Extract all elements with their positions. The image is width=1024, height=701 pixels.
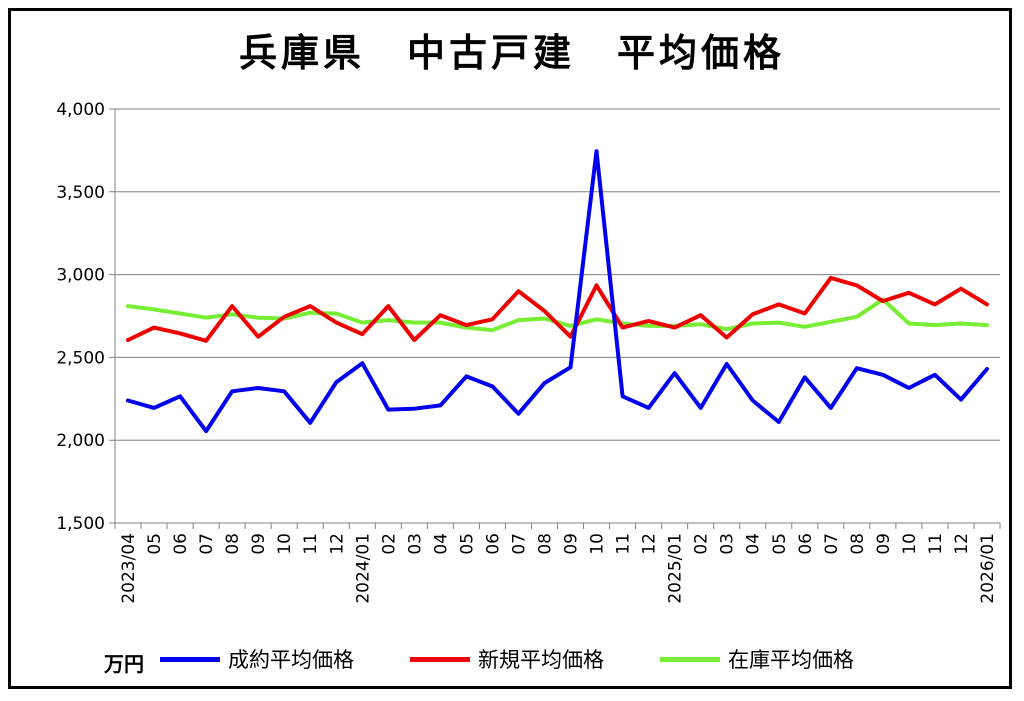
x-tick-label: 02 (379, 533, 399, 555)
x-tick-label: 2025/01 (666, 533, 686, 604)
x-tick-label: 09 (874, 533, 894, 555)
x-tick-label: 10 (275, 533, 295, 555)
x-tick-label: 09 (249, 533, 269, 555)
legend-label-inventory: 在庫平均価格 (728, 648, 854, 672)
x-tick-label: 11 (301, 533, 321, 555)
x-tick-label: 08 (223, 533, 243, 555)
chart-title: 兵庫県 中古戸建 平均価格 (238, 31, 785, 75)
x-tick-label: 07 (509, 533, 529, 555)
legend-item-inventory: 在庫平均価格 (660, 646, 854, 672)
x-tick-label: 2024/01 (353, 533, 373, 604)
x-tick-label: 06 (796, 533, 816, 555)
legend-item-new: 新規平均価格 (410, 646, 604, 672)
legend-swatch-inventory (660, 656, 720, 662)
x-tick-label: 05 (457, 533, 477, 555)
series-line-contracted (126, 149, 989, 434)
x-tick-label: 2023/04 (119, 533, 139, 604)
y-tick-label: 1,500 (56, 514, 105, 534)
x-tick-label: 12 (327, 533, 347, 555)
y-tick-label: 2,500 (56, 348, 105, 368)
y-tick-label: 2,000 (56, 431, 105, 451)
x-tick-label: 03 (405, 533, 425, 555)
x-tick-label: 02 (692, 533, 712, 555)
x-tick-label: 08 (535, 533, 555, 555)
x-tick-label: 07 (197, 533, 217, 555)
legend-swatch-new (410, 656, 470, 662)
x-tick-label: 12 (640, 533, 660, 555)
legend-label-contracted: 成約平均価格 (228, 648, 354, 672)
x-tick-label: 06 (483, 533, 503, 555)
unit-label: 万円 (104, 652, 144, 676)
legend-label-new: 新規平均価格 (478, 648, 604, 672)
x-tick-label: 08 (848, 533, 868, 555)
x-tick-label: 05 (770, 533, 790, 555)
x-tick-label: 04 (431, 533, 451, 555)
x-tick-label: 03 (718, 533, 738, 555)
x-tick-label: 10 (900, 533, 920, 555)
y-tick-label: 3,000 (56, 266, 105, 286)
x-tick-label: 05 (145, 533, 165, 555)
chart-frame (8, 8, 1012, 689)
series-line-new (126, 275, 989, 343)
x-tick-label: 09 (562, 533, 582, 555)
y-tick-label: 3,500 (56, 183, 105, 203)
x-tick-label: 06 (171, 533, 191, 555)
y-tick-label: 4,000 (56, 100, 105, 120)
x-tick-label: 10 (588, 533, 608, 555)
legend-item-contracted: 成約平均価格 (160, 646, 354, 672)
x-tick-label: 07 (822, 533, 842, 555)
x-tick-label: 11 (926, 533, 946, 555)
x-tick-label: 12 (952, 533, 972, 555)
legend-swatch-contracted (160, 656, 220, 662)
x-tick-label: 04 (744, 533, 764, 555)
x-tick-label: 11 (614, 533, 634, 555)
x-tick-label: 2026/01 (978, 533, 998, 604)
